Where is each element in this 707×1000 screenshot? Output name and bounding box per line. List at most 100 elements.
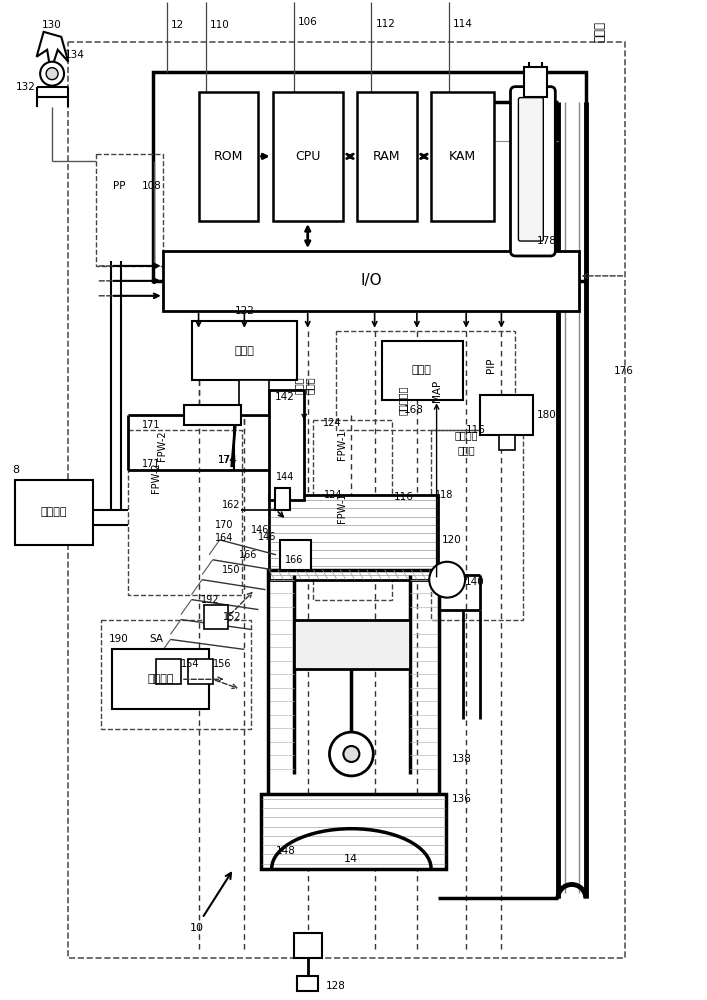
Text: 节气门位置: 节气门位置 <box>398 386 408 415</box>
Text: 171: 171 <box>142 420 160 430</box>
Text: 114: 114 <box>452 19 473 29</box>
Bar <box>293 620 410 669</box>
Bar <box>431 92 494 221</box>
Text: 148: 148 <box>276 846 296 856</box>
Text: CPU: CPU <box>295 150 320 163</box>
Text: 8: 8 <box>13 465 20 475</box>
Text: PIP: PIP <box>486 358 496 373</box>
Text: 146: 146 <box>252 525 270 535</box>
Text: FPW-2: FPW-2 <box>151 463 161 493</box>
Text: 136: 136 <box>452 794 472 804</box>
Bar <box>261 794 446 869</box>
Text: 120: 120 <box>442 535 461 545</box>
Bar <box>128 430 243 595</box>
Text: 174: 174 <box>218 455 237 465</box>
Bar <box>382 341 462 400</box>
Text: 138: 138 <box>452 754 472 764</box>
Text: 168: 168 <box>404 405 424 415</box>
Text: ROM: ROM <box>214 150 243 163</box>
Text: 14: 14 <box>344 854 358 864</box>
Circle shape <box>429 562 465 598</box>
Bar <box>112 649 209 709</box>
Text: 110: 110 <box>210 20 230 30</box>
Text: 128: 128 <box>325 981 345 991</box>
Text: 140: 140 <box>464 577 484 587</box>
Text: 116: 116 <box>466 425 486 435</box>
Text: 164: 164 <box>216 533 234 543</box>
Circle shape <box>46 68 58 80</box>
Bar <box>312 420 392 600</box>
Text: PP: PP <box>113 181 126 191</box>
Circle shape <box>40 62 64 86</box>
Text: 170: 170 <box>216 520 234 530</box>
Bar <box>498 435 515 450</box>
Text: 144: 144 <box>276 472 294 482</box>
Text: 180: 180 <box>537 410 556 420</box>
Bar <box>267 570 440 799</box>
Text: 10: 10 <box>190 923 204 933</box>
Text: 156: 156 <box>213 659 231 669</box>
Bar <box>297 976 318 991</box>
Text: 146: 146 <box>257 532 276 542</box>
Bar <box>101 620 252 729</box>
FancyBboxPatch shape <box>510 87 555 256</box>
Bar <box>269 495 438 580</box>
Text: 132: 132 <box>16 82 35 92</box>
Text: 108: 108 <box>142 181 162 191</box>
Bar <box>269 390 304 500</box>
Text: 154: 154 <box>181 659 199 669</box>
Text: 176: 176 <box>614 366 634 376</box>
Text: 排气氧: 排气氧 <box>593 21 607 42</box>
Text: SA: SA <box>149 634 163 644</box>
Text: 发动机冷: 发动机冷 <box>455 430 478 440</box>
Circle shape <box>344 746 359 762</box>
Text: 150: 150 <box>222 565 241 575</box>
Bar <box>16 480 93 545</box>
Bar <box>279 540 311 570</box>
Bar <box>96 154 163 266</box>
Bar <box>163 251 579 311</box>
Bar <box>357 92 417 221</box>
Text: 171: 171 <box>142 459 160 469</box>
Text: 166: 166 <box>284 555 303 565</box>
Bar <box>274 488 290 510</box>
Text: 152: 152 <box>223 612 242 622</box>
Text: 124: 124 <box>323 418 341 428</box>
Bar <box>272 92 343 221</box>
Text: 122: 122 <box>235 306 255 316</box>
Bar <box>293 933 322 958</box>
Text: 130: 130 <box>42 20 62 30</box>
Bar <box>188 659 213 684</box>
Text: I/O: I/O <box>361 273 382 288</box>
Text: 12: 12 <box>170 20 184 30</box>
Bar <box>431 430 522 620</box>
Text: 却温度: 却温度 <box>457 445 475 455</box>
Text: 116: 116 <box>394 492 414 502</box>
Text: 124: 124 <box>324 490 342 500</box>
Text: KAM: KAM <box>449 150 477 163</box>
Bar <box>199 92 259 221</box>
Bar <box>192 321 297 380</box>
Text: 106: 106 <box>298 17 317 27</box>
Bar <box>185 405 241 425</box>
Bar <box>240 380 269 415</box>
Text: FPW-1: FPW-1 <box>337 493 346 523</box>
Bar <box>480 395 533 435</box>
Text: 192: 192 <box>201 595 220 605</box>
Text: 驱动器: 驱动器 <box>412 366 432 376</box>
Polygon shape <box>37 32 69 72</box>
Text: MAP: MAP <box>431 379 442 402</box>
Text: 质量空
气流量: 质量空 气流量 <box>293 377 315 394</box>
Text: RAM: RAM <box>373 150 401 163</box>
Bar <box>69 42 625 958</box>
Circle shape <box>329 732 373 776</box>
Text: 118: 118 <box>435 490 453 500</box>
Text: 178: 178 <box>537 236 556 246</box>
Bar <box>524 67 547 97</box>
Text: 162: 162 <box>222 500 241 510</box>
Text: 190: 190 <box>108 634 128 644</box>
Text: FPW-2: FPW-2 <box>157 430 167 461</box>
Bar <box>156 659 181 684</box>
FancyBboxPatch shape <box>518 98 543 241</box>
Text: 134: 134 <box>65 50 85 60</box>
